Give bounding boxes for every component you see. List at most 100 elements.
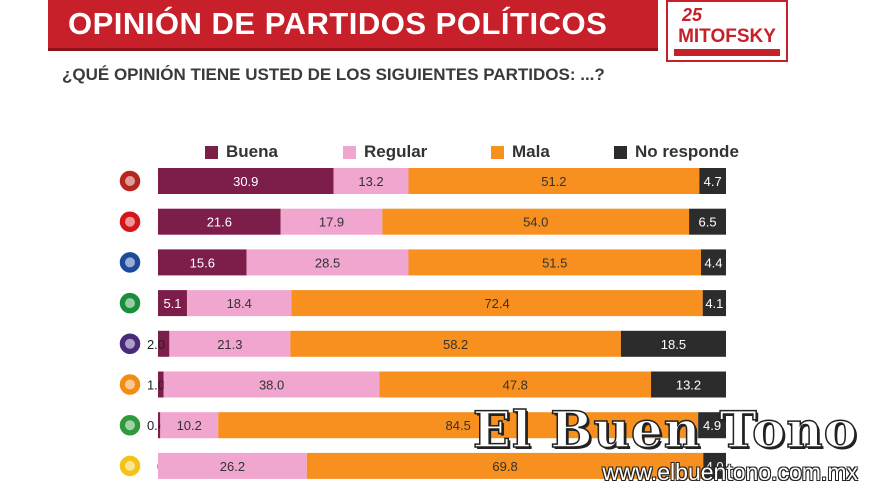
data-label-no-responde-pri: 4.1 <box>705 296 723 311</box>
logo-mark <box>125 420 135 431</box>
legend-swatch <box>614 145 627 159</box>
bar-no-responde-pes <box>620 330 726 357</box>
bar-regular-pt <box>280 208 383 235</box>
data-label-mala-pt: 54.0 <box>523 215 548 230</box>
data-label-mala-mc: 47.8 <box>503 378 528 393</box>
watermark-name: El Buen Tono <box>472 399 858 460</box>
bar-no-responde-pan <box>701 249 726 276</box>
bar-no-responde-mc <box>651 371 726 398</box>
logo-name: MITOFSKY <box>678 26 776 47</box>
pes-logo-icon <box>118 332 142 356</box>
bar-mala-pvem <box>218 412 699 439</box>
legend-label: Mala <box>512 142 550 161</box>
data-label-regular-pri: 18.4 <box>227 296 252 311</box>
bar-regular-morena <box>333 168 409 194</box>
bar-regular-pes <box>169 330 291 357</box>
logo-mark <box>125 338 135 349</box>
bar-no-responde-pvem <box>698 412 726 439</box>
data-label-regular-mc: 38.0 <box>259 378 284 393</box>
bar-no-responde-prd <box>703 452 726 479</box>
data-label-regular-pt: 17.9 <box>319 215 344 230</box>
data-label-mala-pvem: 84.5 <box>446 418 471 433</box>
data-label-no-responde-morena: 4.7 <box>704 174 722 189</box>
bar-mala-morena <box>408 168 700 194</box>
logo-mark <box>125 257 135 268</box>
bar-mala-prd <box>306 452 704 479</box>
legend-label: Buena <box>226 142 278 161</box>
pan-logo-icon <box>118 250 142 275</box>
data-label-buena-morena: 30.9 <box>233 174 258 189</box>
bar-regular-mc <box>163 371 380 398</box>
bar-mala-pes <box>290 330 621 357</box>
legend-item-regular: Regular <box>343 142 427 162</box>
bar-no-responde-morena <box>699 168 726 194</box>
data-label-buena-mc: 1.0 <box>147 378 165 393</box>
legend-label: No responde <box>635 142 739 161</box>
bar-buena-pvem <box>158 412 161 439</box>
data-label-no-responde-pvem: 4.9 <box>703 418 721 433</box>
bar-buena-mc <box>158 371 164 398</box>
data-label-mala-pri: 72.4 <box>484 296 509 311</box>
logo-mark <box>125 176 135 186</box>
data-label-regular-prd: 26.2 <box>220 459 245 474</box>
data-label-regular-pvem: 10.2 <box>177 418 202 433</box>
logo-number: 25 <box>682 5 703 25</box>
data-label-buena-pt: 21.6 <box>207 215 232 230</box>
bar-buena-morena <box>158 168 334 194</box>
question-subtitle: ¿QUÉ OPINIÓN TIENE USTED DE LOS SIGUIENT… <box>62 65 605 84</box>
legend-swatch <box>491 145 504 159</box>
legend-swatch <box>343 145 356 159</box>
data-label-mala-morena: 51.2 <box>541 174 566 189</box>
prd-logo-icon <box>118 454 142 478</box>
bar-buena-pes <box>158 330 170 357</box>
logo-strip <box>674 49 780 56</box>
pt-logo-icon <box>118 209 142 234</box>
bar-regular-pan <box>246 249 409 276</box>
bar-regular-prd <box>158 452 307 479</box>
bar-regular-pri <box>186 290 292 317</box>
logo-mark <box>125 216 135 227</box>
legend-item-mala: Mala <box>491 142 550 162</box>
bar-regular-pvem <box>160 412 219 439</box>
logo-mark <box>125 298 135 309</box>
data-label-buena-pes: 2.0 <box>147 337 165 352</box>
logo-mark <box>125 460 135 471</box>
bar-no-responde-pt <box>689 208 726 235</box>
data-label-no-responde-pes: 18.5 <box>661 337 686 352</box>
legend-label: Regular <box>364 142 428 161</box>
legend-item-no-responde: No responde <box>614 142 739 162</box>
data-label-mala-pes: 58.2 <box>443 337 468 352</box>
data-label-buena-pri: 5.1 <box>163 296 181 311</box>
mc-logo-icon <box>118 372 142 397</box>
legend-item-buena: Buena <box>205 142 278 162</box>
chart-title: OPINIÓN DE PARTIDOS POLÍTICOS <box>68 6 608 41</box>
bar-no-responde-pri <box>702 290 726 317</box>
data-label-buena-pan: 15.6 <box>190 255 215 270</box>
data-label-mala-prd: 69.8 <box>492 459 517 474</box>
pvem-logo-icon <box>118 413 142 437</box>
bar-mala-mc <box>379 371 652 398</box>
bar-buena-pri <box>158 290 187 317</box>
title-banner: OPINIÓN DE PARTIDOS POLÍTICOS <box>48 0 658 51</box>
bar-mala-pri <box>291 290 703 317</box>
data-label-regular-morena: 13.2 <box>358 174 383 189</box>
watermark: El Buen Tono www.elbuentono.com.mx <box>472 399 858 486</box>
bar-buena-pt <box>158 208 281 235</box>
data-label-no-responde-prd: 4.0 <box>706 459 724 474</box>
data-label-no-responde-pt: 6.5 <box>699 215 717 230</box>
bar-mala-pt <box>382 208 690 235</box>
data-label-regular-pes: 21.3 <box>217 337 242 352</box>
bar-buena-pan <box>158 249 247 276</box>
legend-swatch <box>205 145 218 159</box>
mitofsky-logo: 25 MITOFSKY <box>666 0 788 62</box>
pri-logo-icon <box>118 291 142 315</box>
data-label-mala-pan: 51.5 <box>542 255 567 270</box>
data-label-regular-pan: 28.5 <box>315 255 340 270</box>
logo-mark <box>125 379 135 390</box>
bar-mala-pan <box>408 249 702 276</box>
data-label-no-responde-mc: 13.2 <box>676 378 701 393</box>
morena-logo-icon <box>118 169 142 193</box>
data-label-no-responde-pan: 4.4 <box>704 255 722 270</box>
watermark-url: www.elbuentono.com.mx <box>602 459 858 485</box>
